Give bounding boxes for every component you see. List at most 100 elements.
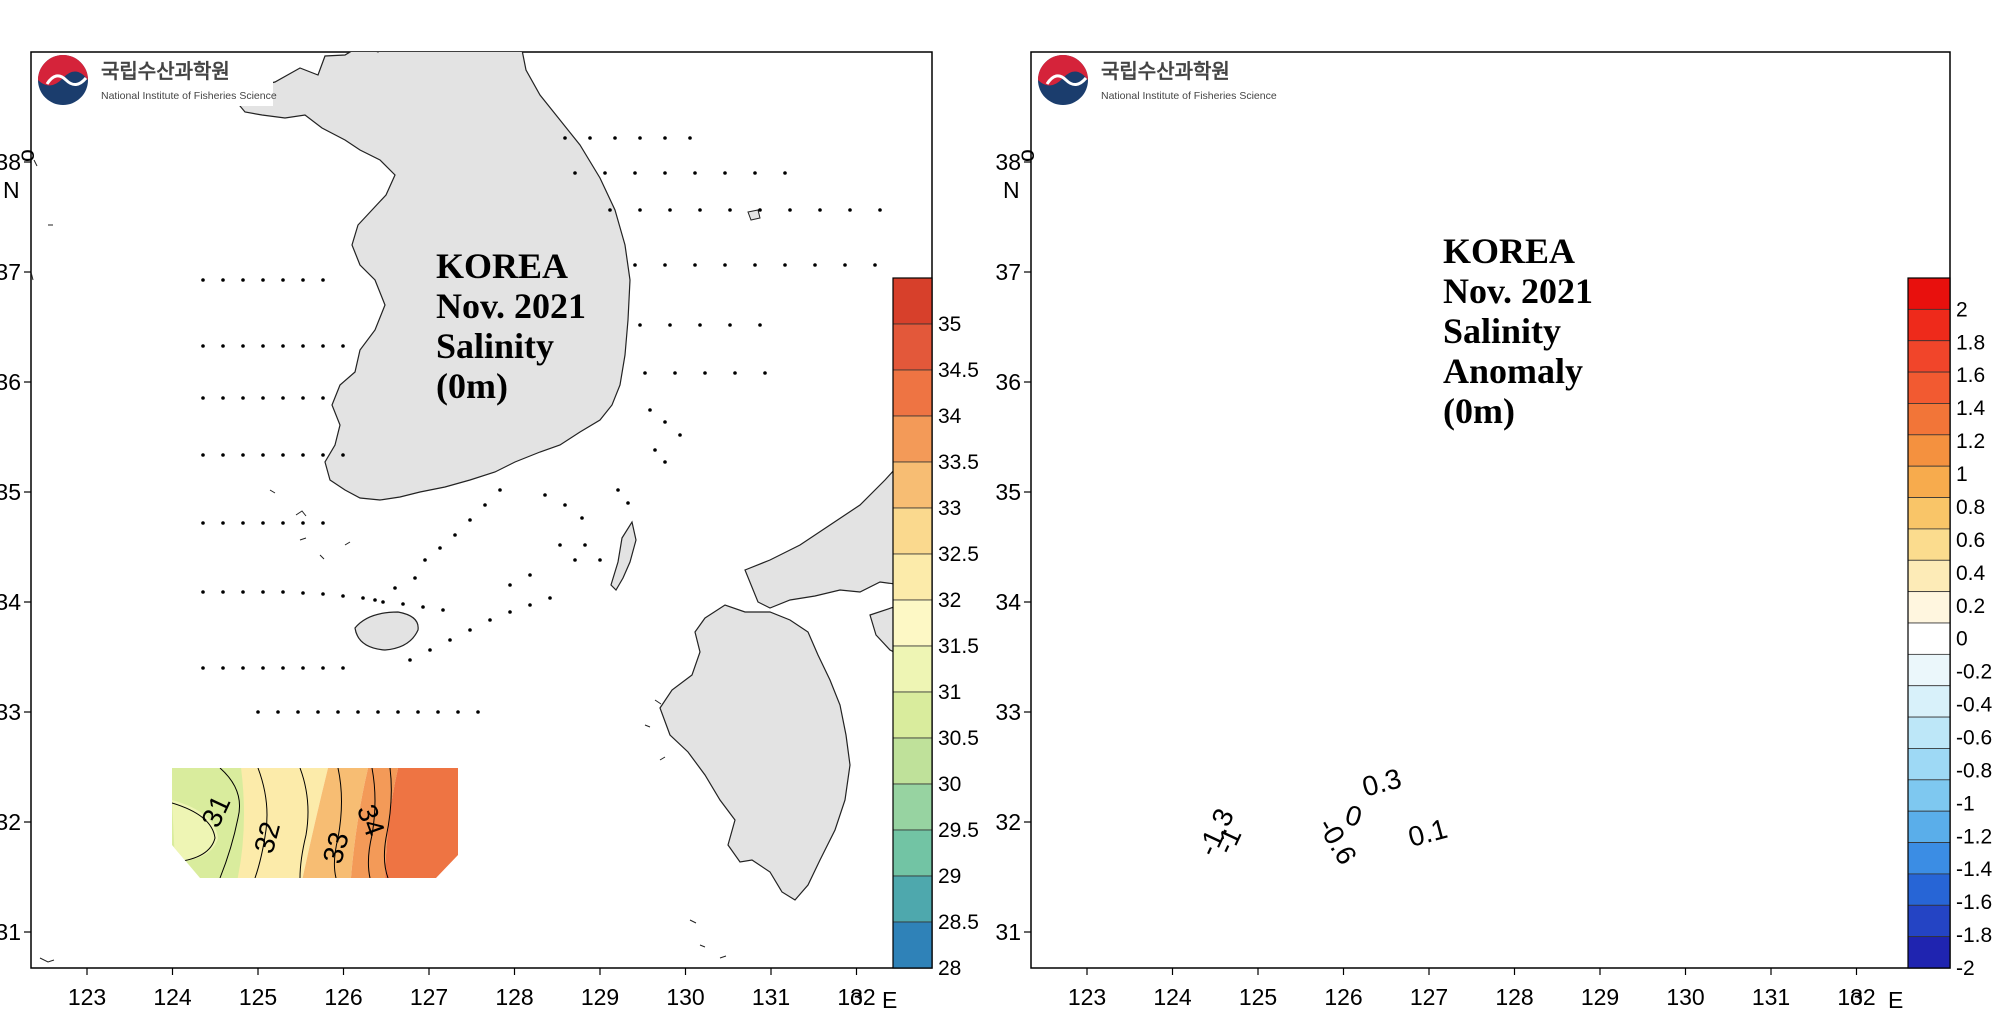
logo-name-en: National Institute of Fisheries Science [101, 90, 277, 102]
colorbar-swatch [892, 829, 933, 877]
colorbar-swatch [1907, 434, 1951, 467]
colorbar-label: -0.8 [1956, 759, 1992, 782]
map-title: KOREA Nov. 2021 Salinity Anomaly (0m) [1443, 231, 1602, 431]
colorbar-label: 29.5 [938, 819, 979, 842]
colorbar-label: 1.2 [1956, 430, 1985, 453]
lon-unit-label: E [1888, 987, 1903, 1013]
colorbar-label: 1.4 [1956, 397, 1986, 420]
lat-unit-label: N [3, 177, 20, 203]
colorbar-label: 34 [938, 405, 962, 428]
lat-tick-label: 37 [0, 259, 21, 285]
colorbar-swatch [1907, 340, 1951, 373]
map-title: KOREA Nov. 2021 Salinity (0m) [436, 246, 595, 406]
colorbar-label: -0.2 [1956, 661, 1992, 684]
lat-tick-label: 35 [0, 479, 21, 505]
lon-tick-label: 127 [410, 984, 448, 1010]
colorbar-swatch [892, 415, 933, 463]
salinity-field [172, 768, 458, 878]
lon-tick-label: 128 [1495, 984, 1533, 1010]
colorbar-label: 2 [1956, 298, 1968, 321]
colorbar-swatch [1907, 371, 1951, 404]
colorbar-swatch [892, 783, 933, 831]
colorbar-swatch [892, 691, 933, 739]
latitude-ticks: 31 32 33 34 35 36 37 38 [0, 149, 31, 945]
colorbar-label: 0 [1956, 628, 1968, 651]
lon-tick-label: 125 [239, 984, 277, 1010]
colorbar-swatch [892, 875, 933, 923]
colorbar-swatch [1907, 465, 1951, 498]
colorbar-label: 28 [938, 957, 961, 980]
colorbar-swatch [1907, 936, 1951, 969]
map-frame [1030, 51, 1951, 969]
colorbar-swatch [892, 461, 933, 509]
lat-tick-label: 34 [995, 589, 1021, 615]
logo-name-ko: 국립수산과학원 [1101, 59, 1230, 83]
lon-tick-label: 123 [1068, 984, 1106, 1010]
colorbar-label: -0.6 [1956, 726, 1992, 749]
colorbar-label: 33 [938, 497, 961, 520]
latitude-ticks: 31 32 33 34 35 36 37 38 [995, 149, 1031, 945]
lon-tick-label: 131 [752, 984, 790, 1010]
colorbar-swatch [1907, 904, 1951, 938]
lon-tick-label: 124 [1153, 984, 1192, 1010]
colorbar-frame [892, 277, 933, 969]
colorbar-label: -2 [1956, 957, 1975, 980]
lat-degree: o [1013, 149, 1039, 162]
lon-tick-label: 126 [1324, 984, 1362, 1010]
colorbar-label: 0.2 [1956, 595, 1985, 618]
lon-tick-label: 128 [495, 984, 533, 1010]
colorbar-swatch [1907, 685, 1951, 718]
lat-tick-label: 35 [995, 479, 1021, 505]
colorbar-label: 33.5 [938, 451, 979, 474]
lat-tick-label: 32 [0, 809, 21, 835]
lat-unit-label: N [1003, 177, 1020, 203]
colorbar-label: 32.5 [938, 543, 979, 566]
lat-degree: o [13, 149, 39, 162]
lon-degree: o [850, 984, 863, 1010]
lon-tick-label: 126 [324, 984, 362, 1010]
colorbar-label: 30 [938, 773, 961, 796]
colorbar-label: 0.6 [1956, 529, 1985, 552]
panel-anomaly: 0.3 0 0.1 -0.6 -1 -1.3 KOREA Nov. 2021 S… [995, 51, 1993, 1013]
anomaly-colorbar: 2 1.8 1.6 1.4 1.2 1 0.8 0.6 0.4 0.2 0 -0.2 -0.4 -0.6 -… [1907, 277, 1993, 980]
colorbar-label: 0.8 [1956, 496, 1985, 519]
colorbar-label: 1.6 [1956, 364, 1985, 387]
lon-unit-label: E [882, 987, 897, 1013]
colorbar-swatch [1907, 873, 1951, 906]
lon-tick-label: 127 [1410, 984, 1448, 1010]
longitude-ticks: 123 124 125 126 127 128 129 130 131 132 [68, 968, 876, 1010]
lat-tick-label: 34 [0, 589, 21, 615]
colorbar-swatch [1907, 810, 1951, 843]
colorbar-label: -1.2 [1956, 825, 1992, 848]
colorbar-label: 35 [938, 313, 961, 336]
colorbar-swatch [892, 645, 933, 693]
lon-tick-label: 130 [666, 984, 704, 1010]
lon-tick-label: 129 [581, 984, 619, 1010]
lat-tick-label: 31 [0, 919, 21, 945]
colorbar-label: 32 [938, 589, 961, 612]
logo-name-ko: 국립수산과학원 [101, 59, 230, 83]
logo-name-en: National Institute of Fisheries Science [1101, 90, 1277, 102]
colorbar-swatch [1907, 622, 1951, 655]
lon-tick-label: 132 [837, 984, 875, 1010]
colorbar-label: 31.5 [938, 635, 979, 658]
lat-tick-label: 33 [995, 699, 1021, 725]
lon-tick-label: 132 [1837, 984, 1875, 1010]
lon-tick-label: 123 [68, 984, 106, 1010]
colorbar-label: -0.4 [1956, 694, 1993, 717]
lat-tick-label: 36 [0, 369, 21, 395]
lat-tick-label: 36 [995, 369, 1021, 395]
colorbar-swatch [1907, 528, 1951, 561]
colorbar-label: 1 [1956, 463, 1968, 486]
lon-tick-label: 130 [1666, 984, 1704, 1010]
nifs-logo: 국립수산과학원 National Institute of Fisheries … [1033, 54, 1277, 106]
colorbar-label: 28.5 [938, 911, 979, 934]
map-area [31, 52, 932, 963]
colorbar-swatch [1907, 277, 1951, 310]
panel-salinity: 31 32 33 34 KOREA Nov. 2021 Salinity (0m… [0, 51, 979, 1013]
colorbar-swatch [1907, 559, 1951, 593]
contour-label-0: 0 [1342, 799, 1365, 833]
lat-tick-label: 38 [995, 149, 1021, 175]
salinity-colorbar: 35 34.5 34 33.5 33 32.5 32 31.5 31 30.5 30 29.5 29 28… [892, 277, 979, 980]
